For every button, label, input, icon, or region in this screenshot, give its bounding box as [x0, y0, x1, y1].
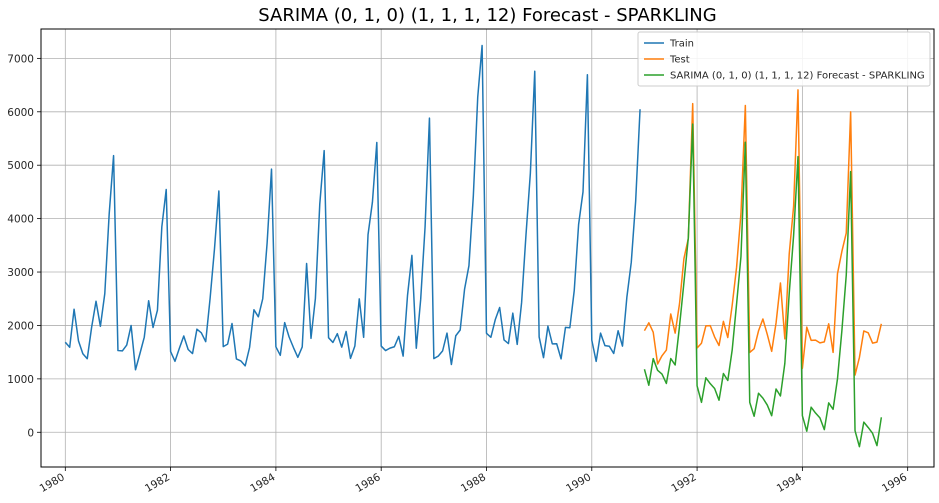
x-tick-label: 1980 [38, 471, 67, 495]
y-tick-label: 4000 [7, 214, 34, 226]
x-tick-label: 1992 [669, 471, 698, 495]
tick-layer: 0 1000 2000 3000 4000 5000 6000 7000 1980 1982 198… [7, 53, 909, 495]
y-tick-label: 6000 [7, 107, 34, 119]
y-tick-label: 3000 [7, 267, 34, 279]
chart-title: SARIMA (0, 1, 0) (1, 1, 1, 12) Forecast … [258, 5, 716, 26]
y-tick-label: 0 [27, 427, 34, 439]
x-tick-label: 1986 [354, 471, 383, 495]
x-tick-label: 1982 [143, 471, 172, 495]
legend-label: SARIMA (0, 1, 0) (1, 1, 1, 12) Forecast … [670, 71, 925, 82]
y-tick-label: 5000 [7, 160, 34, 172]
y-tick-label: 2000 [7, 320, 34, 332]
series-line-2 [643, 89, 883, 376]
y-tick-label: 7000 [7, 53, 34, 65]
legend-label: Train [669, 39, 694, 50]
x-tick-label: 1990 [564, 471, 593, 495]
legend-box [637, 31, 931, 87]
series-line-3 [643, 123, 883, 448]
series-layer [64, 44, 883, 448]
series-line-1 [64, 44, 641, 371]
plot-frame [40, 28, 935, 468]
y-tick-label: 1000 [7, 374, 34, 386]
x-tick-label: 1988 [459, 471, 488, 495]
x-tick-label: 1996 [880, 471, 909, 495]
x-tick-label: 1994 [775, 471, 804, 495]
legend: Train Test SARIMA (0, 1, 0) (1, 1, 1, 12) … [637, 31, 931, 87]
x-tick-label: 1984 [248, 471, 277, 495]
grid-layer [41, 29, 934, 467]
legend-label: Test [669, 55, 690, 66]
